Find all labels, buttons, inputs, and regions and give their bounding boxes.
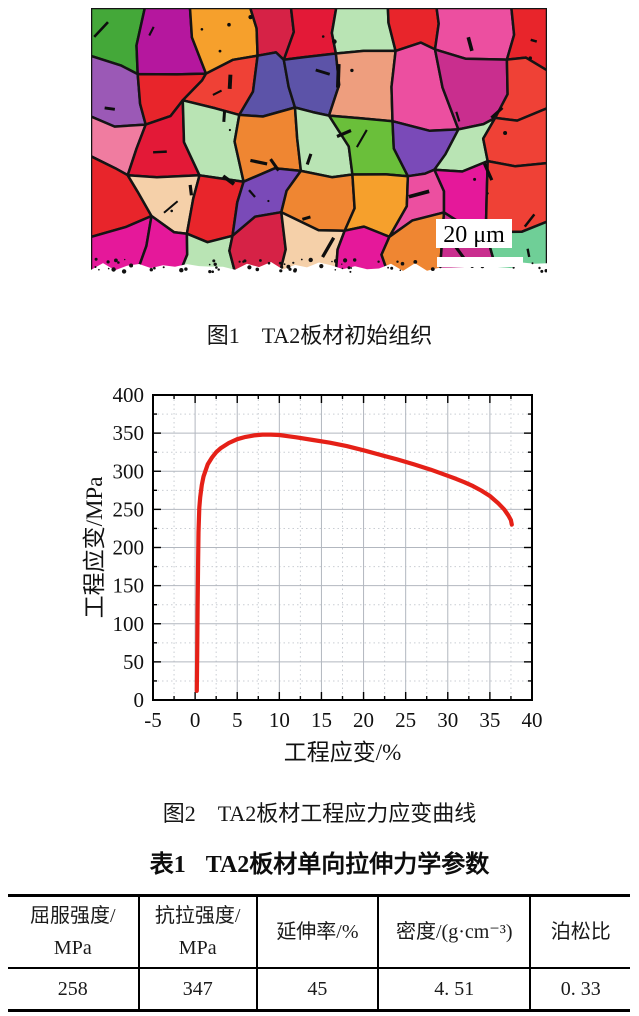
stress-strain-chart: -5 0 5 10 15 20 25 30 35 400501001502002503003504… bbox=[82, 383, 543, 765]
figure1-caption-text: TA2板材初始组织 bbox=[261, 323, 433, 348]
mechanical-parameters-table: 屈服强度/ MPa 抗拉强度/ MPa 延伸率/% 密度/(g·cm⁻³) 泊松比 25… bbox=[8, 894, 630, 1012]
table-header-cell: 屈服强度/ MPa bbox=[8, 895, 139, 969]
y-axis-label: 工程应变/MPa bbox=[82, 477, 107, 619]
svg-text:25: 25 bbox=[395, 708, 416, 732]
ebsd-grain-map: 20 μm bbox=[91, 8, 547, 276]
scale-bar-line bbox=[437, 257, 523, 267]
scale-bar-label: 20 μm bbox=[443, 222, 505, 248]
scale-bar: 20 μm bbox=[436, 219, 523, 267]
figure2-caption-label: 图2 bbox=[162, 801, 196, 826]
svg-text:200: 200 bbox=[113, 536, 145, 560]
table1-title: 表1 TA2板材单向拉伸力学参数 bbox=[0, 844, 639, 879]
table-header-cell: 泊松比 bbox=[529, 895, 630, 969]
table-cell: 0. 33 bbox=[529, 968, 630, 1011]
table-header-cell: 密度/(g·cm⁻³) bbox=[377, 895, 531, 969]
figure1-micrograph: 20 μm bbox=[91, 8, 547, 276]
svg-text:15: 15 bbox=[311, 708, 332, 732]
svg-text:-5: -5 bbox=[144, 708, 162, 732]
svg-text:150: 150 bbox=[113, 574, 145, 598]
table-cell: 45 bbox=[255, 968, 379, 1011]
svg-text:35: 35 bbox=[479, 708, 500, 732]
table-cell: 4. 51 bbox=[377, 968, 531, 1011]
figure2-caption-text: TA2板材工程应力应变曲线 bbox=[217, 801, 477, 826]
svg-text:0: 0 bbox=[134, 688, 145, 712]
x-axis-label: 工程应变/% bbox=[284, 740, 402, 765]
figure2-chart: -5 0 5 10 15 20 25 30 35 40 0 50 100 150 200 250 300 350 4… bbox=[0, 380, 639, 780]
table-header-row: 屈服强度/ MPa 抗拉强度/ MPa 延伸率/% 密度/(g·cm⁻³) 泊松比 bbox=[8, 895, 630, 969]
stress-strain-curve bbox=[194, 432, 514, 693]
table-header-cell: 延伸率/% bbox=[255, 895, 379, 969]
grid-minor bbox=[153, 395, 532, 700]
table-body: 258 347 45 4. 51 0. 33 bbox=[8, 968, 630, 1011]
bottom-tear-edge bbox=[91, 262, 547, 276]
grid-major bbox=[153, 395, 532, 700]
figure1-caption: 图1 TA2板材初始组织 bbox=[0, 318, 639, 350]
svg-text:0: 0 bbox=[190, 708, 201, 732]
table1-title-label: 表1 bbox=[149, 852, 186, 878]
table1-title-text: TA2板材单向拉伸力学参数 bbox=[205, 852, 490, 878]
table-cell: 347 bbox=[137, 968, 257, 1011]
svg-text:5: 5 bbox=[232, 708, 243, 732]
svg-text:50: 50 bbox=[123, 650, 144, 674]
svg-text:350: 350 bbox=[113, 421, 145, 445]
table-cell: 258 bbox=[57, 977, 88, 1000]
svg-text:100: 100 bbox=[113, 612, 145, 636]
svg-text:20: 20 bbox=[353, 708, 374, 732]
tick-labels: -5 0 5 10 15 20 25 30 35 400501001502002503003504… bbox=[113, 383, 543, 732]
svg-text:250: 250 bbox=[113, 497, 145, 521]
figure2-caption: 图2 TA2板材工程应力应变曲线 bbox=[0, 796, 639, 828]
svg-text:300: 300 bbox=[113, 459, 145, 483]
svg-text:10: 10 bbox=[269, 708, 290, 732]
table-row: 258 347 45 4. 51 0. 33 bbox=[8, 968, 630, 1011]
svg-text:40: 40 bbox=[522, 708, 543, 732]
table-header-cell: 抗拉强度/ MPa bbox=[137, 895, 257, 969]
figure1-caption-label: 图1 bbox=[206, 323, 240, 348]
svg-text:400: 400 bbox=[113, 383, 145, 407]
svg-text:30: 30 bbox=[437, 708, 458, 732]
plot-frame bbox=[152, 394, 533, 701]
